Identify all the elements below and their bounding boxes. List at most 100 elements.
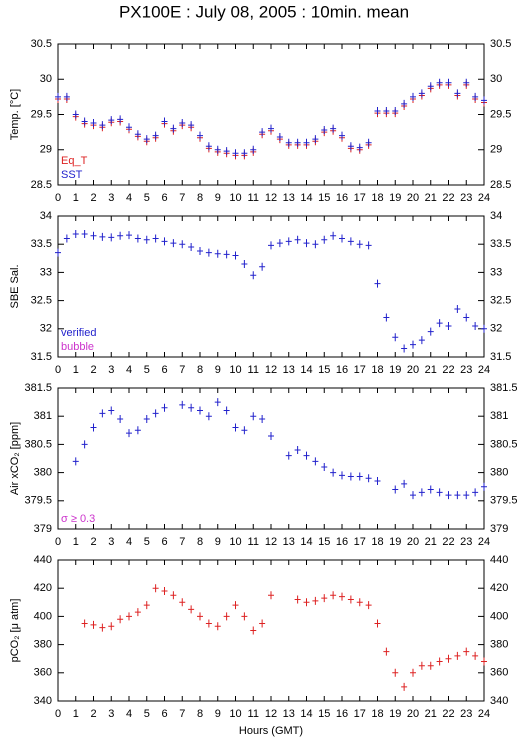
x-tick-label: 0 bbox=[55, 192, 61, 204]
y-tick-label: 360 bbox=[34, 667, 52, 679]
x-tick-label: 13 bbox=[283, 364, 295, 376]
x-tick-label: 2 bbox=[90, 192, 96, 204]
data-point bbox=[205, 619, 212, 628]
data-point bbox=[330, 468, 337, 477]
data-point bbox=[418, 89, 425, 98]
data-point bbox=[55, 248, 61, 257]
x-tick-label: 0 bbox=[55, 364, 61, 376]
data-point bbox=[152, 234, 159, 243]
legend-entry: verified bbox=[61, 327, 96, 339]
y-tick-label: 379 bbox=[34, 523, 52, 535]
data-point bbox=[445, 491, 452, 500]
y-tick-label-right: 29.5 bbox=[490, 108, 511, 120]
x-tick-label: 23 bbox=[460, 708, 472, 720]
x-axis-label: Hours (GMT) bbox=[239, 725, 303, 737]
data-point bbox=[55, 92, 61, 101]
y-tick-label-right: 440 bbox=[490, 554, 508, 566]
data-point bbox=[241, 612, 248, 621]
x-tick-label: 5 bbox=[144, 192, 150, 204]
x-tick-label: 17 bbox=[354, 708, 366, 720]
data-point bbox=[472, 651, 479, 660]
data-point bbox=[108, 233, 115, 242]
data-point bbox=[72, 230, 79, 239]
data-point bbox=[312, 240, 319, 249]
x-tick-label: 6 bbox=[161, 536, 167, 548]
x-tick-label: 1 bbox=[73, 192, 79, 204]
data-point bbox=[418, 336, 425, 345]
data-point bbox=[347, 595, 354, 604]
data-point bbox=[250, 145, 257, 154]
data-point bbox=[356, 598, 363, 607]
x-tick-label: 20 bbox=[407, 192, 419, 204]
data-point bbox=[445, 78, 452, 87]
x-tick-label: 10 bbox=[229, 364, 241, 376]
data-point bbox=[205, 248, 212, 257]
data-point bbox=[179, 118, 186, 127]
x-tick-label: 23 bbox=[460, 364, 472, 376]
data-point bbox=[463, 313, 470, 322]
data-point bbox=[427, 82, 434, 91]
data-point bbox=[214, 398, 221, 407]
data-point bbox=[241, 259, 248, 268]
x-tick-label: 18 bbox=[371, 364, 383, 376]
y-tick-label: 32 bbox=[40, 323, 52, 335]
y-tick-label-right: 360 bbox=[490, 667, 508, 679]
data-point bbox=[268, 241, 274, 250]
plot-frame bbox=[57, 559, 485, 702]
x-tick-label: 21 bbox=[425, 536, 437, 548]
x-tick-label: 2 bbox=[90, 536, 96, 548]
y-tick-label: 380 bbox=[34, 639, 52, 651]
x-tick-label: 14 bbox=[300, 192, 312, 204]
data-point bbox=[268, 124, 274, 133]
data-point bbox=[445, 654, 452, 663]
data-point bbox=[143, 235, 150, 244]
data-point bbox=[285, 138, 292, 147]
x-tick-label: 16 bbox=[336, 708, 348, 720]
data-point bbox=[418, 661, 425, 670]
x-tick-label: 22 bbox=[442, 192, 454, 204]
x-tick-label: 15 bbox=[318, 536, 330, 548]
y-tick-label-right: 400 bbox=[490, 610, 508, 622]
data-point bbox=[250, 271, 257, 280]
y-tick-label-right: 32 bbox=[490, 323, 502, 335]
data-point bbox=[108, 116, 115, 125]
y-tick-label-right: 30 bbox=[490, 73, 502, 85]
y-tick-label: 31.5 bbox=[31, 351, 52, 363]
x-tick-label: 23 bbox=[460, 192, 472, 204]
x-tick-label: 12 bbox=[265, 192, 277, 204]
y-tick-label: 33.5 bbox=[31, 238, 52, 250]
data-point bbox=[294, 235, 301, 244]
x-tick-label: 12 bbox=[265, 708, 277, 720]
data-point bbox=[356, 240, 363, 249]
data-point bbox=[294, 595, 301, 604]
data-point bbox=[312, 596, 319, 605]
data-point bbox=[214, 622, 221, 631]
x-tick-label: 9 bbox=[215, 536, 221, 548]
x-tick-label: 8 bbox=[197, 536, 203, 548]
data-point bbox=[90, 620, 97, 629]
data-point bbox=[347, 472, 354, 481]
data-point bbox=[365, 474, 372, 483]
data-point bbox=[481, 657, 487, 666]
x-tick-label: 13 bbox=[283, 536, 295, 548]
chart-title: PX100E : July 08, 2005 : 10min. mean bbox=[119, 2, 409, 21]
x-tick-label: 15 bbox=[318, 192, 330, 204]
x-tick-label: 21 bbox=[425, 364, 437, 376]
x-tick-label: 8 bbox=[197, 364, 203, 376]
y-tick-label-right: 380 bbox=[490, 467, 508, 479]
data-point bbox=[312, 457, 319, 466]
x-tick-label: 8 bbox=[197, 192, 203, 204]
x-tick-label: 12 bbox=[265, 536, 277, 548]
data-point bbox=[170, 124, 177, 133]
data-point bbox=[232, 601, 239, 610]
data-point bbox=[481, 324, 487, 333]
y-tick-label-right: 28.5 bbox=[490, 179, 511, 191]
data-point bbox=[303, 451, 310, 460]
x-tick-label: 23 bbox=[460, 536, 472, 548]
data-point bbox=[321, 126, 328, 135]
x-tick-label: 19 bbox=[389, 708, 401, 720]
data-point bbox=[268, 591, 274, 600]
y-tick-label: 420 bbox=[34, 582, 52, 594]
data-point bbox=[436, 78, 443, 87]
